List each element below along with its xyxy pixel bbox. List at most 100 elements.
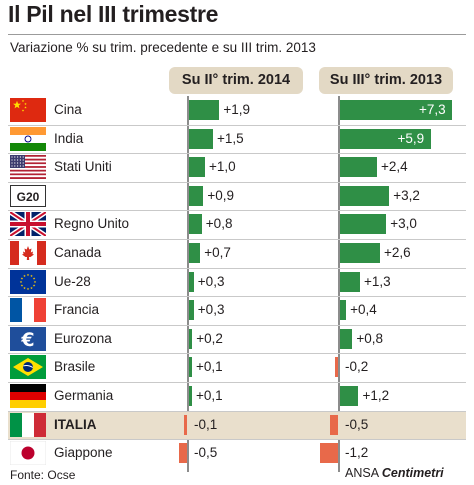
data-label: -0,5 [194, 445, 218, 461]
data-label: +0,8 [205, 216, 233, 232]
row-separator [8, 124, 466, 126]
bar-year [340, 100, 453, 120]
data-label: +1,5 [217, 130, 244, 146]
credit-prefix: ANSA [345, 466, 379, 480]
germany-flag [10, 384, 46, 408]
row-separator [8, 439, 466, 441]
data-label: -1,2 [345, 445, 369, 461]
brazil-flag [10, 355, 46, 380]
page-subtitle: Variazione % su trim. precedente e su II… [10, 40, 316, 55]
source-note: Fonte: Ocse [10, 468, 76, 482]
euro-symbol: € [10, 326, 46, 351]
data-label: +0,4 [350, 302, 377, 318]
country-label: ITALIA [54, 416, 97, 432]
bar-quarter [189, 357, 192, 378]
bar-quarter [189, 214, 202, 235]
row-separator [8, 239, 466, 240]
credit-logo: ANSA Centimetri [345, 466, 444, 480]
data-label: -0,5 [345, 416, 369, 432]
data-label: +0,2 [196, 330, 223, 346]
data-label: -0,2 [345, 359, 369, 375]
bar-quarter [189, 386, 192, 406]
bar-quarter [189, 243, 201, 263]
data-label: +3,0 [390, 216, 417, 232]
data-label: +2,4 [380, 159, 408, 175]
zero-axis-line [338, 96, 340, 472]
country-label: India [54, 130, 84, 146]
row-separator [8, 267, 466, 269]
data-label: +3,2 [393, 187, 420, 203]
bar-year [334, 357, 338, 378]
page-title: Il Pil nel III trimestre [8, 1, 219, 27]
svg-text:€: € [20, 329, 34, 351]
bar-quarter [189, 157, 205, 178]
row-separator [8, 296, 466, 298]
bar-year [340, 157, 377, 178]
data-label: +1,0 [209, 159, 236, 175]
bar-year [340, 300, 347, 321]
uk-flag [10, 212, 46, 237]
country-label: Francia [54, 302, 100, 318]
data-label: +0,3 [197, 302, 225, 318]
row-separator [8, 210, 466, 212]
data-label: -0,1 [194, 416, 218, 432]
country-label: Brasile [54, 359, 96, 375]
bar-year [319, 443, 338, 464]
data-label: +0,9 [207, 187, 235, 203]
country-label: Ue-28 [54, 273, 91, 289]
data-label: +0,1 [196, 388, 223, 403]
row-separator [8, 181, 466, 183]
usa-flag [10, 155, 46, 180]
data-label: +0,1 [196, 359, 223, 375]
bar-quarter [189, 100, 220, 120]
bar-year [340, 271, 361, 292]
bar-year [340, 185, 390, 206]
g20-label: G20 [10, 184, 46, 207]
row-separator [8, 410, 466, 412]
bar-year [340, 386, 359, 406]
bar-quarter [189, 185, 204, 206]
bar-quarter [189, 328, 193, 349]
japan-flag [10, 441, 46, 466]
data-label: +2,6 [384, 245, 411, 260]
credit-brand: Centimetri [381, 466, 444, 480]
eu-flag [10, 269, 46, 294]
data-label: +1,3 [364, 273, 391, 289]
country-label: Germania [54, 388, 114, 403]
bar-quarter [184, 414, 187, 435]
data-label: +1,9 [223, 102, 251, 117]
france-flag [10, 298, 46, 323]
row-separator [8, 324, 466, 326]
country-label: Regno Unito [54, 216, 130, 232]
bar-quarter [179, 443, 187, 464]
row-separator [8, 382, 466, 383]
highlight-row-background [8, 411, 466, 439]
canada-flag [10, 241, 46, 265]
bar-year [340, 243, 381, 263]
data-label: +1,2 [362, 388, 390, 403]
country-label: Stati Uniti [54, 159, 112, 175]
bar-quarter [189, 271, 194, 292]
bar-year [340, 328, 353, 349]
country-label: Eurozona [54, 330, 112, 346]
zero-axis-line [187, 96, 189, 472]
italy-flag [10, 412, 46, 437]
bar-year [340, 128, 431, 149]
data-label: +0,8 [356, 330, 383, 346]
row-separator [8, 353, 466, 355]
country-label: Canada [54, 245, 102, 260]
column-header-quarter: Su II° trim. 2014 [169, 67, 303, 94]
row-separator [8, 153, 466, 155]
column-header-year: Su III° trim. 2013 [319, 67, 453, 94]
title-divider [8, 34, 466, 35]
bar-year [340, 214, 387, 235]
bar-quarter [189, 128, 213, 149]
data-label: +7,3 [419, 102, 446, 117]
country-label: Cina [54, 102, 82, 117]
bar-quarter [189, 300, 194, 321]
country-label: Giappone [54, 445, 113, 461]
china-flag [10, 98, 46, 122]
data-label: +0,3 [197, 273, 225, 289]
bar-year [330, 414, 338, 435]
